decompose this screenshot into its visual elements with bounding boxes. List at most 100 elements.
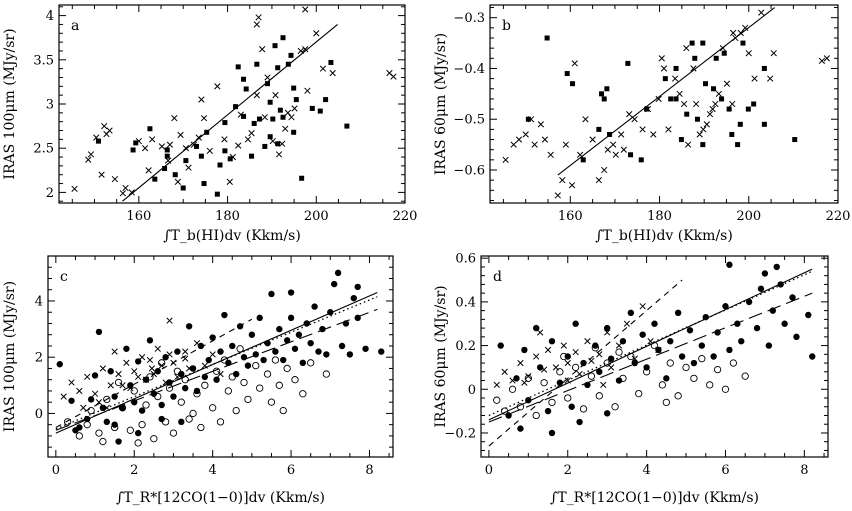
data-point-cross	[253, 92, 260, 99]
data-point-open-circle	[721, 385, 730, 393]
data-point-square	[147, 126, 153, 132]
data-point-square	[222, 148, 228, 154]
data-point-square	[280, 35, 286, 41]
data-point-filled-circle	[87, 396, 95, 403]
data-point-cross	[588, 357, 595, 365]
data-point-cross	[171, 114, 178, 122]
data-point-square	[291, 129, 297, 135]
data-point-cross	[709, 105, 716, 113]
data-point-filled-circle	[603, 324, 611, 332]
data-point-open-circle	[560, 352, 568, 361]
plot-frame	[489, 4, 839, 204]
data-point-cross	[217, 370, 224, 378]
data-point-cross	[154, 345, 161, 352]
data-point-filled-circle	[769, 307, 776, 314]
data-point-filled-circle	[544, 407, 552, 415]
data-point-square	[694, 116, 700, 122]
data-point-filled-circle	[580, 359, 587, 367]
data-point-cross	[107, 382, 114, 389]
data-point-square	[721, 50, 727, 56]
data-point-open-circle	[114, 378, 123, 387]
data-point-cross	[248, 130, 255, 137]
data-point-filled-circle	[745, 298, 753, 306]
data-point-square	[689, 40, 695, 46]
data-point-open-circle	[619, 374, 627, 382]
data-point-cross	[600, 381, 607, 389]
data-point-cross	[564, 377, 571, 384]
data-point-open-circle	[118, 404, 127, 412]
x-tick-label: 8	[365, 463, 373, 478]
y-tick-label: 4	[35, 294, 43, 309]
data-point-cross	[751, 75, 758, 82]
data-point-cross	[554, 192, 561, 199]
data-point-square	[678, 137, 684, 143]
data-point-cross	[544, 346, 552, 354]
data-point-cross	[146, 356, 154, 364]
data-point-open-circle	[263, 370, 272, 378]
data-point-filled-circle	[229, 342, 236, 350]
data-point-cross	[135, 137, 142, 145]
data-point-filled-circle	[722, 303, 729, 310]
data-point-cross	[531, 141, 538, 148]
data-point-cross	[683, 45, 690, 52]
data-point-cross	[650, 131, 657, 138]
data-point-square	[702, 81, 708, 87]
data-point-open-circle	[595, 392, 603, 400]
panel-c: 0 2 4 6 8 0 2 4 c ∫T_R*[12CO(1−0)]dv (Kkm/s) IRAS …	[2, 255, 394, 506]
data-point-filled-circle	[311, 303, 318, 310]
x-axis-label: ∫T_R*[12CO(1−0)]dv (Kkm/s)	[116, 490, 325, 506]
data-point-cross	[145, 167, 152, 174]
data-point-open-circle	[322, 370, 331, 378]
data-point-filled-circle	[761, 270, 769, 277]
data-point-square	[164, 147, 170, 153]
data-point-cross	[229, 153, 237, 161]
data-point-square	[152, 176, 158, 182]
data-point-cross	[185, 365, 193, 372]
data-point-open-circle	[181, 376, 189, 384]
data-point-filled-circle	[150, 390, 158, 397]
data-point-open-circle	[146, 373, 154, 381]
data-point-square	[194, 143, 200, 149]
data-point-cross	[201, 362, 208, 369]
data-point-filled-circle	[162, 354, 169, 361]
data-point-cross	[99, 365, 107, 372]
data-point-open-circle	[173, 367, 182, 375]
data-point-cross	[282, 125, 289, 132]
data-point-square	[564, 71, 570, 77]
data-point-cross	[568, 182, 576, 189]
x-axis-label: ∫T_b(HI)dv (Kkm/s)	[595, 228, 733, 244]
data-point-filled-circle	[68, 397, 75, 404]
data-point-cross	[615, 342, 623, 349]
data-point-cross	[596, 351, 603, 358]
data-point-square	[235, 64, 241, 70]
data-point-square	[735, 142, 741, 148]
data-point-cross	[128, 189, 135, 196]
data-point-open-circle	[189, 409, 197, 418]
data-point-cross	[655, 346, 662, 354]
x-tick-label: 0	[52, 463, 60, 478]
data-point-open-circle	[142, 401, 150, 409]
data-point-cross	[313, 30, 320, 37]
data-point-cross	[626, 111, 633, 118]
data-point-cross	[623, 320, 631, 327]
data-point-filled-circle	[138, 407, 146, 414]
data-point-filled-circle	[354, 314, 361, 322]
data-point-square	[257, 116, 263, 122]
data-point-open-circle	[150, 435, 158, 443]
data-point-open-circle	[267, 398, 276, 406]
data-point-square	[267, 134, 273, 140]
y-axis-label: IRAS 100μm (MJy/sr)	[2, 28, 18, 179]
data-point-cross	[221, 136, 228, 143]
data-point-square	[737, 121, 743, 127]
data-point-filled-circle	[781, 320, 788, 327]
data-point-filled-circle	[307, 339, 314, 347]
data-point-square	[299, 175, 305, 181]
x-tick-label: 220	[826, 209, 851, 224]
data-point-square	[700, 142, 706, 148]
data-point-filled-circle	[217, 348, 224, 355]
data-point-cross	[510, 141, 517, 148]
data-point-filled-circle	[252, 351, 259, 358]
data-point-filled-circle	[603, 410, 611, 417]
data-point-cross	[730, 29, 737, 37]
data-point-square	[275, 65, 281, 71]
